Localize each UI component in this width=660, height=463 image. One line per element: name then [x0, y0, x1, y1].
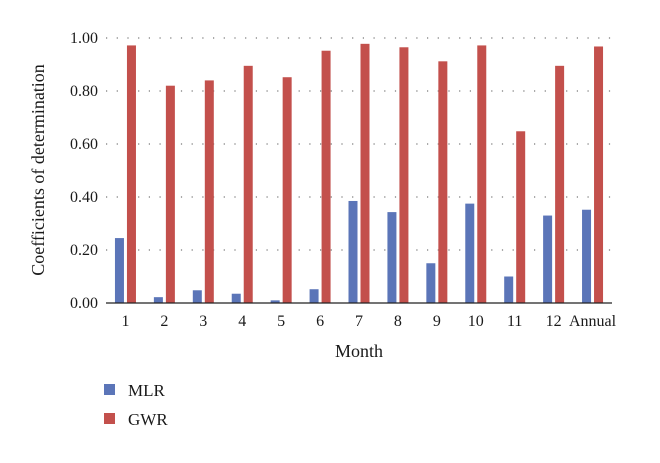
y-tick-label: 0.20	[70, 242, 98, 259]
bar-gwr	[321, 50, 331, 303]
y-tick-label: 0.80	[70, 83, 98, 100]
bar-gwr	[516, 131, 526, 303]
bar-gwr	[204, 80, 214, 304]
legend-swatch-mlr	[104, 384, 115, 395]
bar-mlr	[387, 212, 397, 303]
bar-mlr	[582, 209, 592, 303]
y-tick-label: 0.60	[70, 136, 98, 153]
x-tick-label: 1	[121, 313, 129, 330]
bar-mlr	[426, 263, 436, 303]
bar-mlr	[231, 293, 241, 303]
bar-gwr	[477, 45, 487, 304]
bar-gwr	[243, 65, 253, 303]
bar-mlr	[309, 289, 319, 303]
bar-gwr	[399, 47, 409, 304]
bar-gwr	[438, 61, 448, 303]
bar-gwr	[126, 45, 136, 304]
bar-mlr	[192, 290, 202, 303]
x-tick-label: 3	[199, 313, 207, 330]
x-tick-label: 10	[468, 313, 484, 330]
bar-gwr	[282, 77, 292, 303]
bar-gwr	[165, 85, 175, 303]
legend-swatch-gwr	[104, 413, 115, 424]
bar-mlr	[465, 203, 475, 303]
x-tick-label: Annual	[569, 313, 617, 330]
bar-mlr	[348, 200, 358, 303]
x-tick-label: 9	[433, 313, 441, 330]
x-tick-label: 2	[160, 313, 168, 330]
x-tick-label: 8	[394, 313, 402, 330]
bar-mlr	[270, 300, 280, 303]
grid-lines	[106, 37, 612, 251]
x-tick-label: 4	[238, 313, 246, 330]
y-tick-label: 0.00	[70, 295, 98, 312]
bar-gwr	[555, 65, 565, 303]
x-tick-label: 11	[507, 313, 522, 330]
x-axis-title: Month	[335, 341, 383, 361]
bar-mlr	[504, 276, 514, 303]
bar-gwr	[360, 43, 370, 304]
x-tick-label: 6	[316, 313, 324, 330]
y-tick-label: 1.00	[70, 30, 98, 47]
bars	[114, 43, 604, 304]
bar-mlr	[114, 238, 124, 303]
y-tick-labels: 0.00 0.20 0.40 0.60 0.80 1.00	[70, 30, 98, 312]
y-tick-label: 0.40	[70, 189, 98, 206]
y-axis-title: Coefficients of determination	[28, 64, 48, 276]
bar-mlr	[153, 297, 163, 303]
x-tick-label: 7	[355, 313, 363, 330]
legend-label-gwr: GWR	[128, 410, 168, 429]
bar-mlr	[543, 215, 553, 303]
legend: MLR GWR	[104, 381, 168, 429]
bar-gwr	[594, 46, 604, 303]
x-tick-label: 5	[277, 313, 285, 330]
x-tick-label: 12	[546, 313, 562, 330]
x-tick-labels: 1 2 3 4 5 6 7 8 9 10 11 12 Annual	[121, 313, 616, 330]
legend-label-mlr: MLR	[128, 381, 166, 400]
